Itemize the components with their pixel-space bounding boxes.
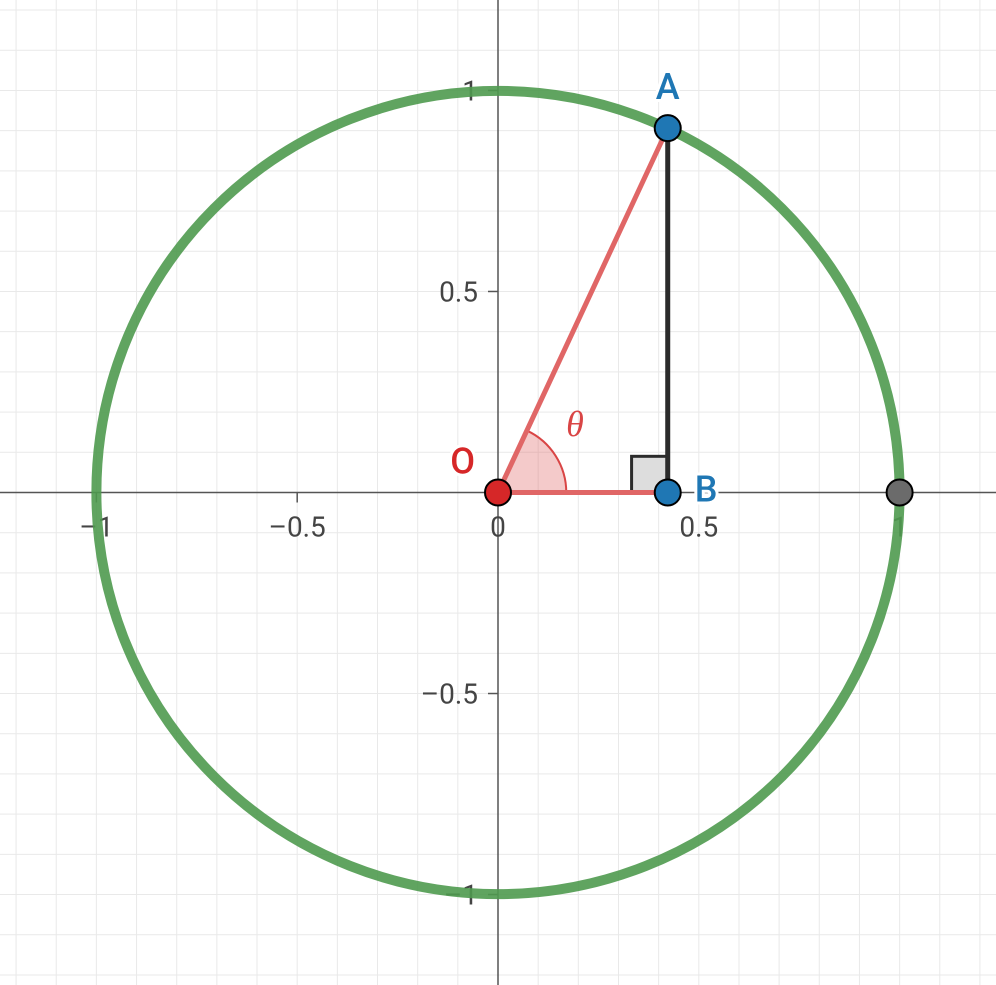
theta-label: θ [566,404,584,444]
point-A[interactable] [655,115,681,141]
point-O-label: O [450,441,475,483]
point-O[interactable] [485,480,511,506]
x-tick-label: 0.5 [679,511,718,544]
point-B[interactable] [655,480,681,506]
point-B-label: B [695,469,718,511]
plot-svg: –1–0.500.51–1–0.50.51θBAO [0,0,996,985]
y-tick-label: 0.5 [439,275,478,308]
y-tick-label: –0.5 [421,677,478,710]
point-A-label: A [656,66,680,108]
x-tick-label: –0.5 [269,511,326,544]
x-tick-label: 0 [490,511,506,544]
point-P[interactable] [887,480,913,506]
unit-circle-plot: –1–0.500.51–1–0.50.51θBAO [0,0,996,985]
